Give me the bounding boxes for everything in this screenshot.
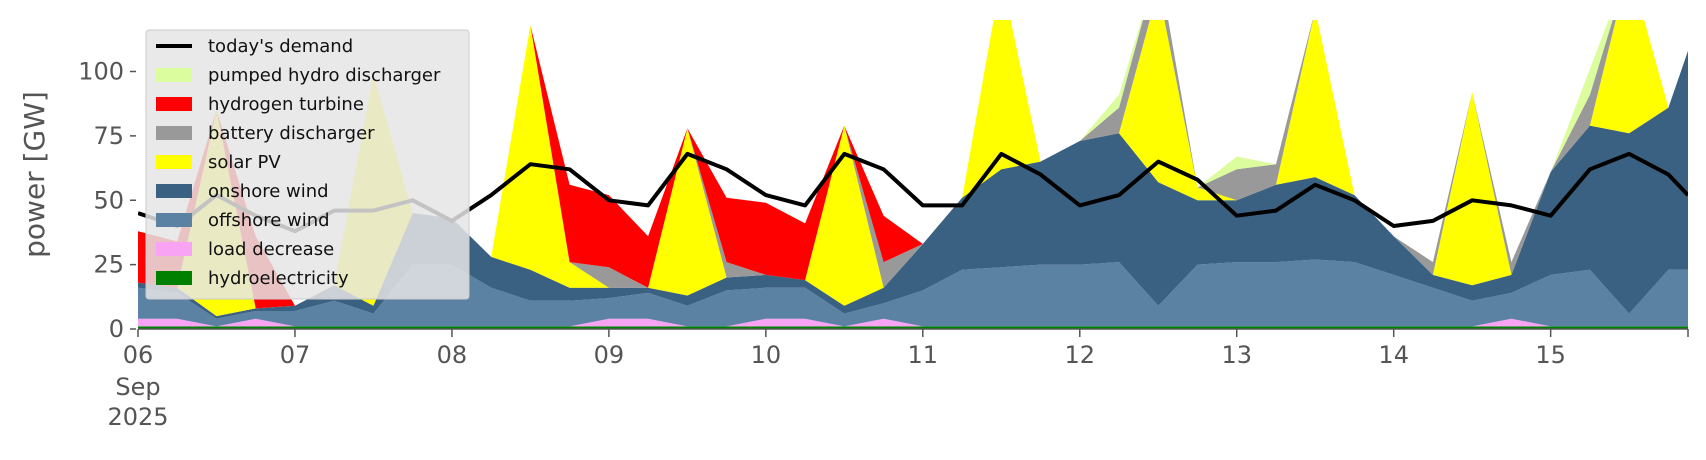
legend-label-hydrogen-turbine: hydrogen turbine: [208, 94, 364, 115]
stacked-areas: [138, 20, 1688, 329]
legend-label-battery-discharger: battery discharger: [208, 123, 375, 144]
area-offshore-wind: [138, 259, 1688, 327]
legend-label-load-decrease: load decrease: [208, 239, 334, 260]
legend-swatch-pumped-hydro-discharger: [156, 68, 192, 82]
legend-swatch-battery-discharger: [156, 126, 192, 140]
area-battery-discharger: [138, 20, 1688, 309]
legend-box: [145, 29, 470, 300]
legend-swatch-hydroelectricity: [156, 271, 192, 285]
legend-label-pumped-hydro-discharger: pumped hydro discharger: [208, 65, 441, 86]
x-tick-label: 09: [594, 341, 625, 369]
y-tick-label: 50: [93, 186, 124, 214]
legend-label-onshore-wind: onshore wind: [208, 181, 329, 202]
legend-label-today-s-demand: today's demand: [208, 36, 353, 57]
area-solar-pv: [138, 20, 1688, 317]
legend-swatch-solar-pv: [156, 155, 192, 169]
y-axis-label: power [GW]: [18, 91, 51, 258]
x-tick-label: 14: [1378, 341, 1409, 369]
legend-swatch-load-decrease: [156, 242, 192, 256]
x-tick-label: 10: [751, 341, 782, 369]
y-tick-label: 0: [109, 315, 124, 343]
x-tick-sublabel: Sep: [115, 373, 160, 401]
area-load-decrease: [138, 318, 1688, 327]
x-tick-label: 06: [123, 341, 154, 369]
legend-label-offshore-wind: offshore wind: [208, 210, 330, 231]
area-onshore-wind: [138, 50, 1688, 319]
x-tick-label: 12: [1064, 341, 1095, 369]
y-tick-label: 100: [78, 58, 124, 86]
legend: today's demand pumped hydro discharger hyd…: [145, 29, 470, 300]
legend-swatch-offshore-wind: [156, 213, 192, 227]
legend-label-hydroelectricity: hydroelectricity: [208, 268, 349, 289]
x-tick-label: 08: [437, 341, 468, 369]
y-tick-label: 75: [93, 122, 124, 150]
legend-swatch-hydrogen-turbine: [156, 97, 192, 111]
x-tick-label: 11: [908, 341, 939, 369]
legend-swatch-onshore-wind: [156, 184, 192, 198]
y-tick-label: 25: [93, 251, 124, 279]
x-tick-label: 07: [280, 341, 311, 369]
x-tick-sublabel: 2025: [107, 403, 168, 431]
x-tick-label: 15: [1535, 341, 1566, 369]
legend-label-solar-pv: solar PV: [208, 152, 281, 173]
x-tick-label: 13: [1221, 341, 1252, 369]
